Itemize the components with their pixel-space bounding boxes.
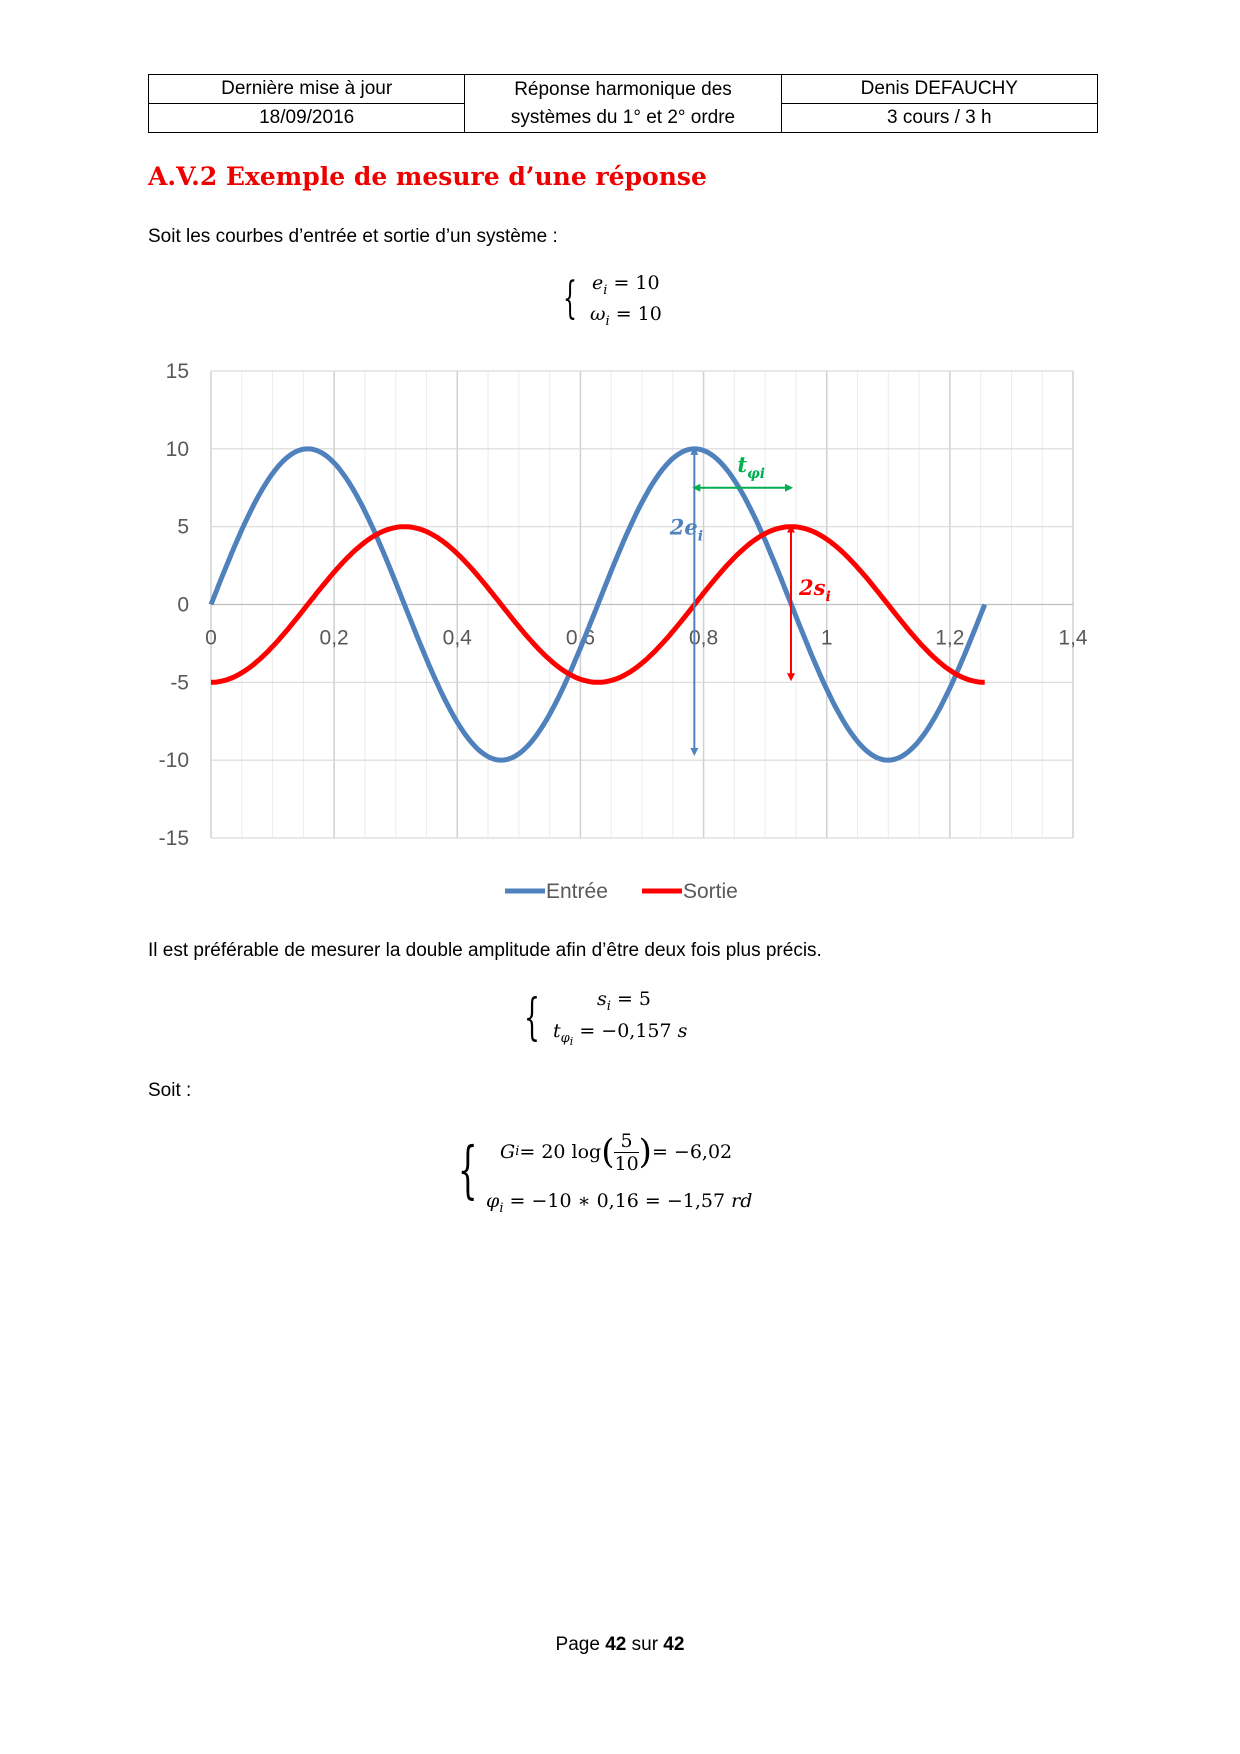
brace-icon: { [523, 988, 540, 1046]
x-tick-label: 0 [205, 627, 217, 650]
y-tick-label: 0 [177, 594, 189, 617]
header-table: Dernière mise à jour 18/09/2016 Réponse … [148, 74, 1098, 133]
soit-label: Soit : [148, 1080, 192, 1101]
doc-title-line2: systèmes du 1° et 2° ordre [510, 106, 736, 128]
annotation-label: tφi [737, 452, 765, 482]
course-info: 3 cours / 3 h [781, 103, 1097, 132]
series-line-sortie [211, 524, 985, 685]
author: Denis DEFAUCHY [860, 78, 1018, 99]
paragraph: Il est préférable de mesurer la double a… [148, 940, 822, 961]
series-line-entrée [208, 446, 988, 763]
page-footer: Page 42 sur 42 [555, 1634, 685, 1655]
legend-label: Entrée [546, 880, 608, 903]
x-tick-label: 0,2 [320, 627, 349, 650]
intro-text: Soit les courbes d’entrée et sortie d’un… [148, 226, 558, 247]
annotation-label: 2ei [669, 514, 703, 544]
y-tick-label: 10 [166, 438, 189, 461]
brace-icon: { [457, 1133, 478, 1206]
x-tick-label: 1,2 [935, 627, 964, 650]
doc-title-line1: Réponse harmonique des [514, 78, 732, 100]
y-tick-label: 15 [166, 360, 189, 383]
y-tick-label: -15 [159, 827, 189, 850]
y-tick-label: -10 [159, 749, 189, 772]
legend-label: Sortie [683, 880, 738, 903]
last-update-label: Dernière mise à jour [221, 78, 393, 99]
y-tick-label: 5 [177, 516, 189, 539]
brace-icon: { [563, 273, 577, 324]
section-title: A.V.2 Exemple de mesure d’une réponse [148, 162, 707, 191]
x-tick-label: 1,4 [1058, 627, 1088, 650]
annotation-label: 2si [798, 575, 831, 605]
x-tick-label: 0,4 [443, 627, 473, 650]
update-date: 18/09/2016 [149, 103, 465, 132]
y-tick-label: -5 [170, 671, 189, 694]
x-tick-label: 1 [821, 627, 833, 650]
